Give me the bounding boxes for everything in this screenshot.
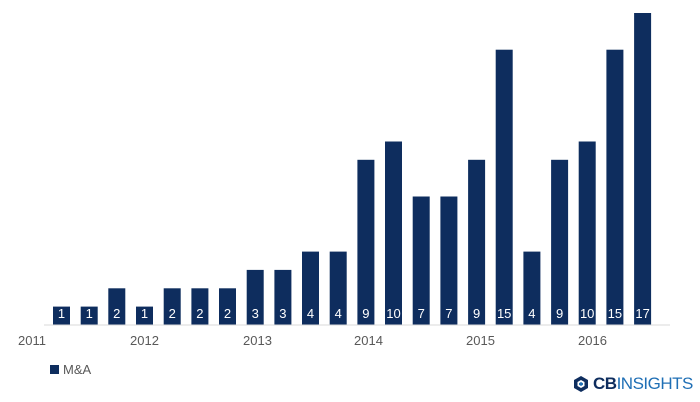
- bar-value-label: 4: [528, 306, 535, 321]
- legend-swatch: [50, 365, 59, 374]
- bar: [53, 306, 70, 325]
- x-tick-labels: 2011 2012 2013 2014 2015 2016: [18, 333, 607, 348]
- bar: [385, 141, 402, 325]
- bar-value-label: 3: [279, 306, 286, 321]
- bar-value-label: 4: [307, 306, 314, 321]
- bar: [412, 196, 430, 325]
- bar: [468, 159, 486, 325]
- bar-labels: 1 1 2 1 2 2 2 3 3 4 4 9 10 7 7 9 15 4 9 10 15 17: [58, 306, 650, 321]
- x-tick-label: 2011: [18, 333, 46, 348]
- bar: [329, 251, 347, 325]
- bar-value-label: 7: [445, 306, 452, 321]
- bar: [523, 251, 541, 325]
- bar: [606, 49, 624, 325]
- bar-value-label: 1: [86, 306, 93, 321]
- cb-insights-logo: CB INSIGHTS: [572, 374, 693, 394]
- bar-value-label: 1: [58, 306, 65, 321]
- bar: [634, 13, 652, 325]
- bar: [80, 306, 98, 325]
- bar: [274, 269, 292, 325]
- bar: [108, 288, 126, 325]
- bar: [302, 251, 319, 325]
- bar: [246, 269, 264, 325]
- bars: [53, 13, 652, 325]
- bar-value-label: 2: [169, 306, 176, 321]
- bar-value-label: 2: [113, 306, 120, 321]
- bar-value-label: 2: [224, 306, 231, 321]
- logo-insights-text: INSIGHTS: [616, 374, 694, 393]
- x-tick-label: 2016: [578, 333, 607, 348]
- bar-value-label: 17: [635, 306, 649, 321]
- bar-value-label: 15: [608, 306, 622, 321]
- cb-logo-icon: [574, 376, 588, 392]
- x-tick-label: 2014: [354, 333, 383, 348]
- bar-value-label: 7: [418, 306, 425, 321]
- bar: [136, 306, 153, 325]
- bar: [551, 159, 569, 325]
- bar: [357, 159, 375, 325]
- bar-value-label: 9: [556, 306, 563, 321]
- bar: [578, 141, 596, 325]
- bar: [440, 196, 458, 325]
- x-tick-label: 2015: [466, 333, 495, 348]
- bar-value-label: 9: [362, 306, 369, 321]
- x-tick-label: 2012: [130, 333, 159, 348]
- bar-value-label: 3: [252, 306, 259, 321]
- legend: M&A: [50, 362, 91, 377]
- bar: [495, 49, 513, 325]
- bar-value-label: 10: [580, 306, 594, 321]
- legend-label: M&A: [63, 362, 92, 377]
- bar-value-label: 1: [141, 306, 148, 321]
- bar-value-label: 4: [335, 306, 342, 321]
- bar: [191, 288, 209, 325]
- logo-cb-text: CB: [593, 374, 617, 393]
- bar-value-label: 2: [196, 306, 203, 321]
- bar: [219, 288, 236, 325]
- bar: [163, 288, 181, 325]
- bar-value-label: 10: [386, 306, 400, 321]
- bar-value-label: 15: [497, 306, 511, 321]
- x-tick-label: 2013: [243, 333, 272, 348]
- bar-value-label: 9: [473, 306, 480, 321]
